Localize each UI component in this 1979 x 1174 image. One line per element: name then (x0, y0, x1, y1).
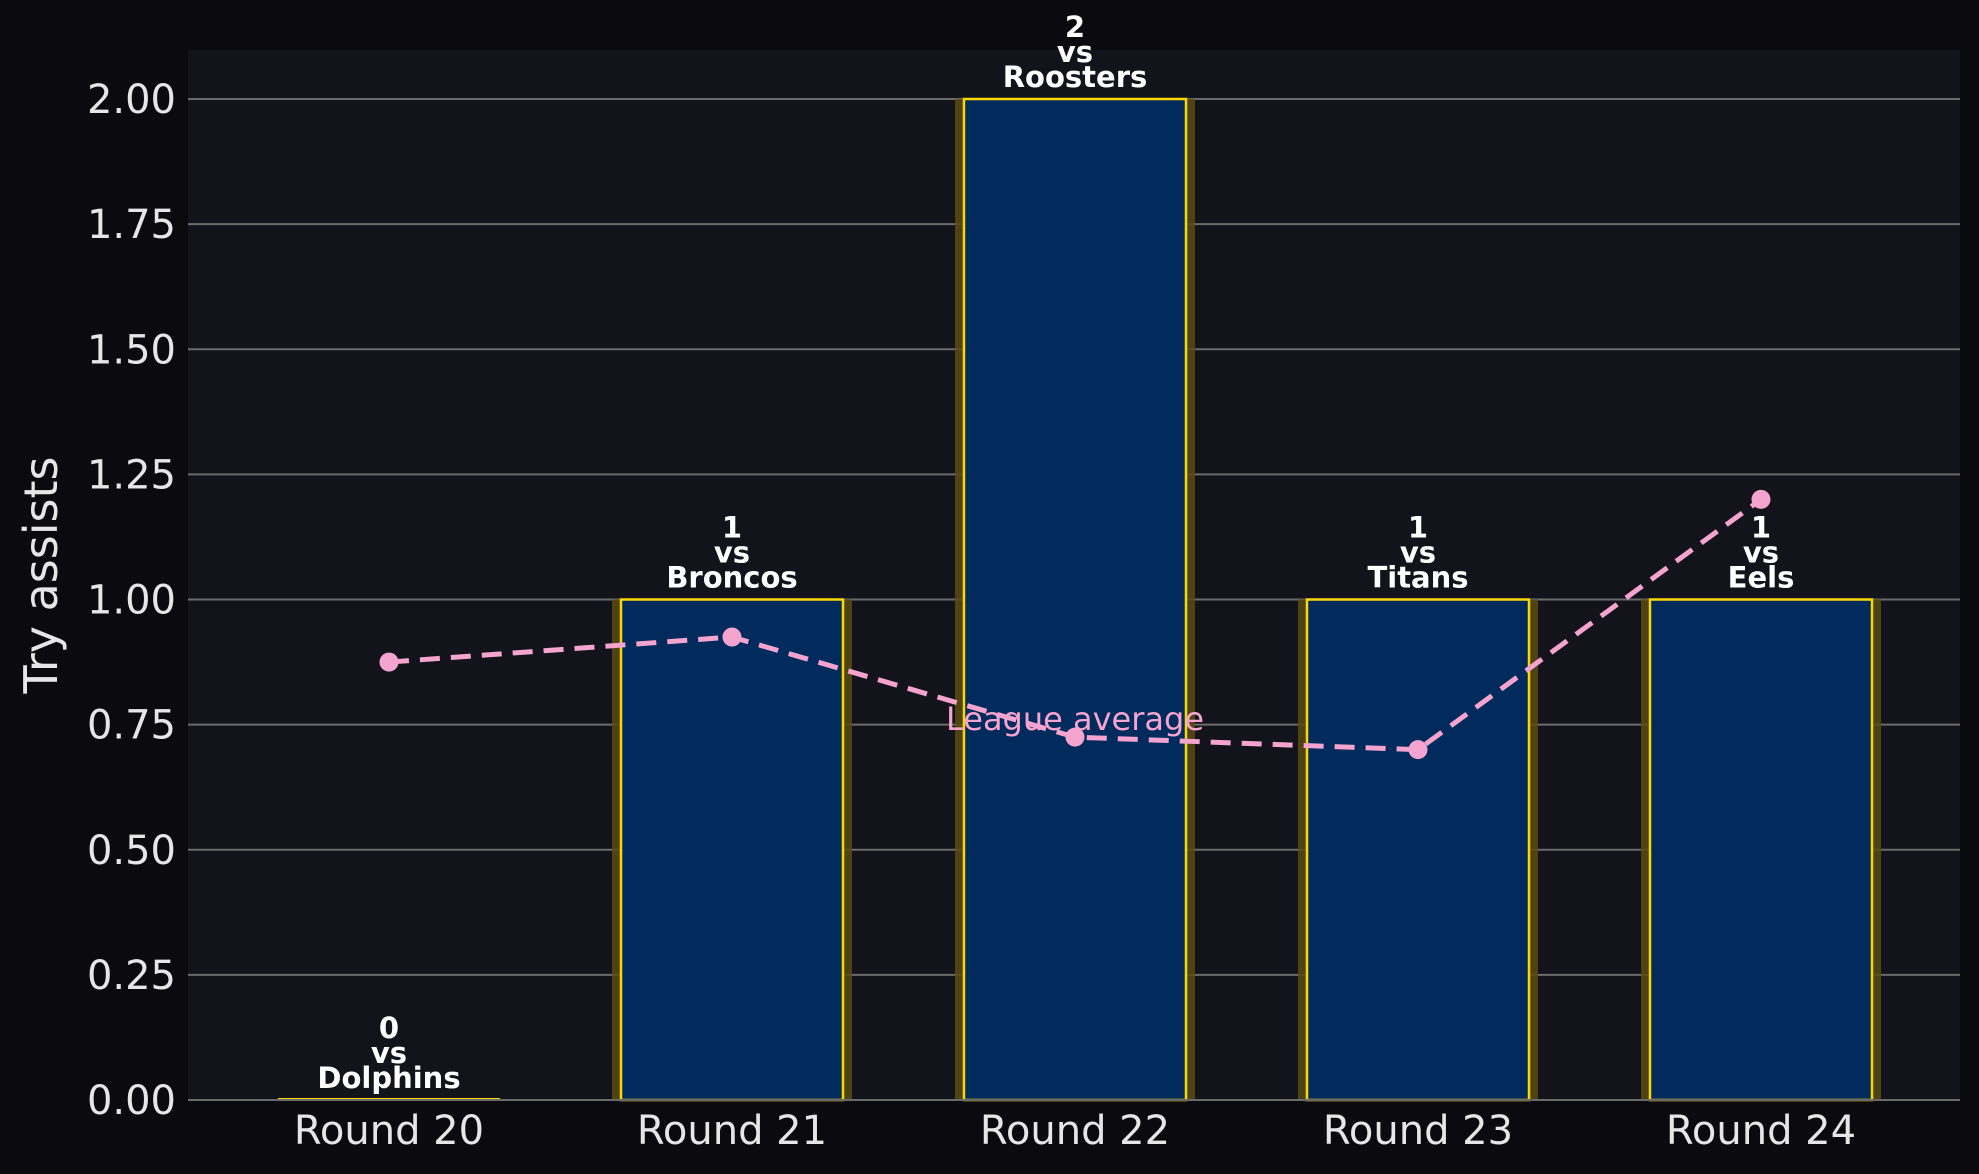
axes: 0.00 0.25 0.50 0.75 1.00 1.25 1.50 1.75 2.00 Roun… (87, 77, 1960, 1154)
bar (619, 598, 845, 1102)
bar (1305, 598, 1531, 1102)
league-average-point (1751, 489, 1771, 509)
league-average-point (1065, 727, 1085, 747)
bar (962, 97, 1188, 1102)
y-tick-label: 0.00 (87, 1078, 176, 1124)
y-tick-label: 1.75 (87, 202, 176, 248)
bar (1648, 598, 1874, 1102)
x-tick-label: Round 23 (1323, 1108, 1513, 1154)
y-tick-label: 1.25 (87, 452, 176, 498)
x-tick-label: Round 21 (637, 1108, 827, 1154)
y-tick-label: 0.50 (87, 828, 176, 874)
y-tick-label: 1.00 (87, 578, 176, 624)
y-tick-label: 0.25 (87, 953, 176, 999)
league-average-point (722, 627, 742, 647)
bar-value-label: vs (1400, 536, 1436, 570)
league-average-label: League average (946, 700, 1204, 738)
bar-labels: 0vsDolphins1vsBroncos2vsRoosters1vsTitan… (317, 10, 1794, 1095)
bar-value-label: Roosters (1003, 60, 1148, 94)
league-average-point (1408, 740, 1428, 760)
bar-value-label: 2 (1065, 10, 1085, 44)
league-average-point (379, 652, 399, 672)
bar-value-label: 1 (1408, 511, 1428, 545)
bar-value-label: vs (371, 1036, 407, 1070)
bar-value-label: vs (1057, 35, 1093, 69)
bars (278, 97, 1881, 1102)
x-tick-label: Round 20 (294, 1108, 484, 1154)
x-tick-label: Round 22 (980, 1108, 1170, 1154)
bar-value-label: 1 (722, 511, 742, 545)
bar-value-label: Eels (1728, 561, 1795, 595)
x-tick-label: Round 24 (1666, 1108, 1856, 1154)
y-tick-label: 2.00 (87, 77, 176, 123)
bar-value-label: vs (714, 536, 750, 570)
y-axis-title: Try assists (14, 457, 68, 695)
y-tick-label: 0.75 (87, 703, 176, 749)
bar-value-label: Dolphins (317, 1061, 460, 1095)
bar-value-label: vs (1743, 536, 1779, 570)
bar-value-label: 1 (1751, 511, 1771, 545)
league-average-line (379, 489, 1771, 760)
bar-value-label: 0 (379, 1011, 399, 1045)
bar-value-label: Titans (1367, 561, 1468, 595)
y-tick-label: 1.50 (87, 327, 176, 373)
bar-value-label: Broncos (666, 561, 797, 595)
